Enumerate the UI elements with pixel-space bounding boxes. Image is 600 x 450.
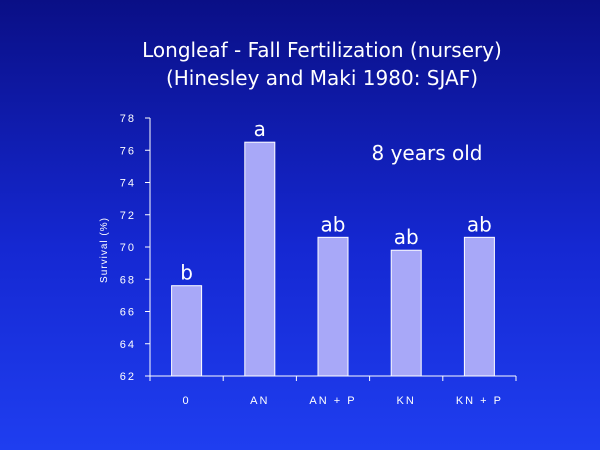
- bar-2: [317, 236, 349, 377]
- y-tick-label-1: 64: [120, 339, 136, 351]
- bar-4: [463, 236, 495, 377]
- y-axis-label: Survival (%): [99, 217, 110, 283]
- y-tick-label-6: 74: [120, 178, 136, 190]
- y-tick-label-4: 70: [120, 242, 136, 254]
- bar-3: [390, 249, 422, 377]
- axes: 62 64 66 68 70 72 74 76 78: [120, 113, 517, 383]
- category-label-1: AN: [250, 395, 269, 407]
- y-tick-label-7: 76: [120, 145, 136, 157]
- category-label-4: KN + P: [456, 395, 503, 407]
- bar-label-2: ab: [321, 212, 346, 236]
- bar-0: [171, 285, 203, 377]
- bar-label-3: ab: [394, 225, 419, 249]
- y-tick-label-3: 68: [120, 274, 136, 286]
- chart-title-line1: Longleaf - Fall Fertilization (nursery): [142, 38, 502, 62]
- bars: [171, 141, 495, 377]
- annotation-age: 8 years old: [372, 141, 483, 165]
- bar-label-4: ab: [467, 212, 492, 236]
- category-label-0: 0: [183, 395, 191, 407]
- y-tick-label-2: 66: [120, 307, 136, 319]
- category-label-2: AN + P: [309, 395, 356, 407]
- bar-label-1: a: [254, 117, 266, 141]
- labels: 0 b AN a AN + P ab KN ab KN + P ab: [180, 117, 503, 407]
- bar-label-0: b: [180, 261, 193, 285]
- bar-1: [244, 141, 276, 377]
- chart-title-line2: (Hinesley and Maki 1980: SJAF): [166, 66, 478, 90]
- y-tick-label-8: 78: [120, 113, 136, 125]
- y-tick-label-5: 72: [120, 210, 136, 222]
- category-label-3: KN: [397, 395, 416, 407]
- y-tick-label-0: 62: [120, 371, 136, 383]
